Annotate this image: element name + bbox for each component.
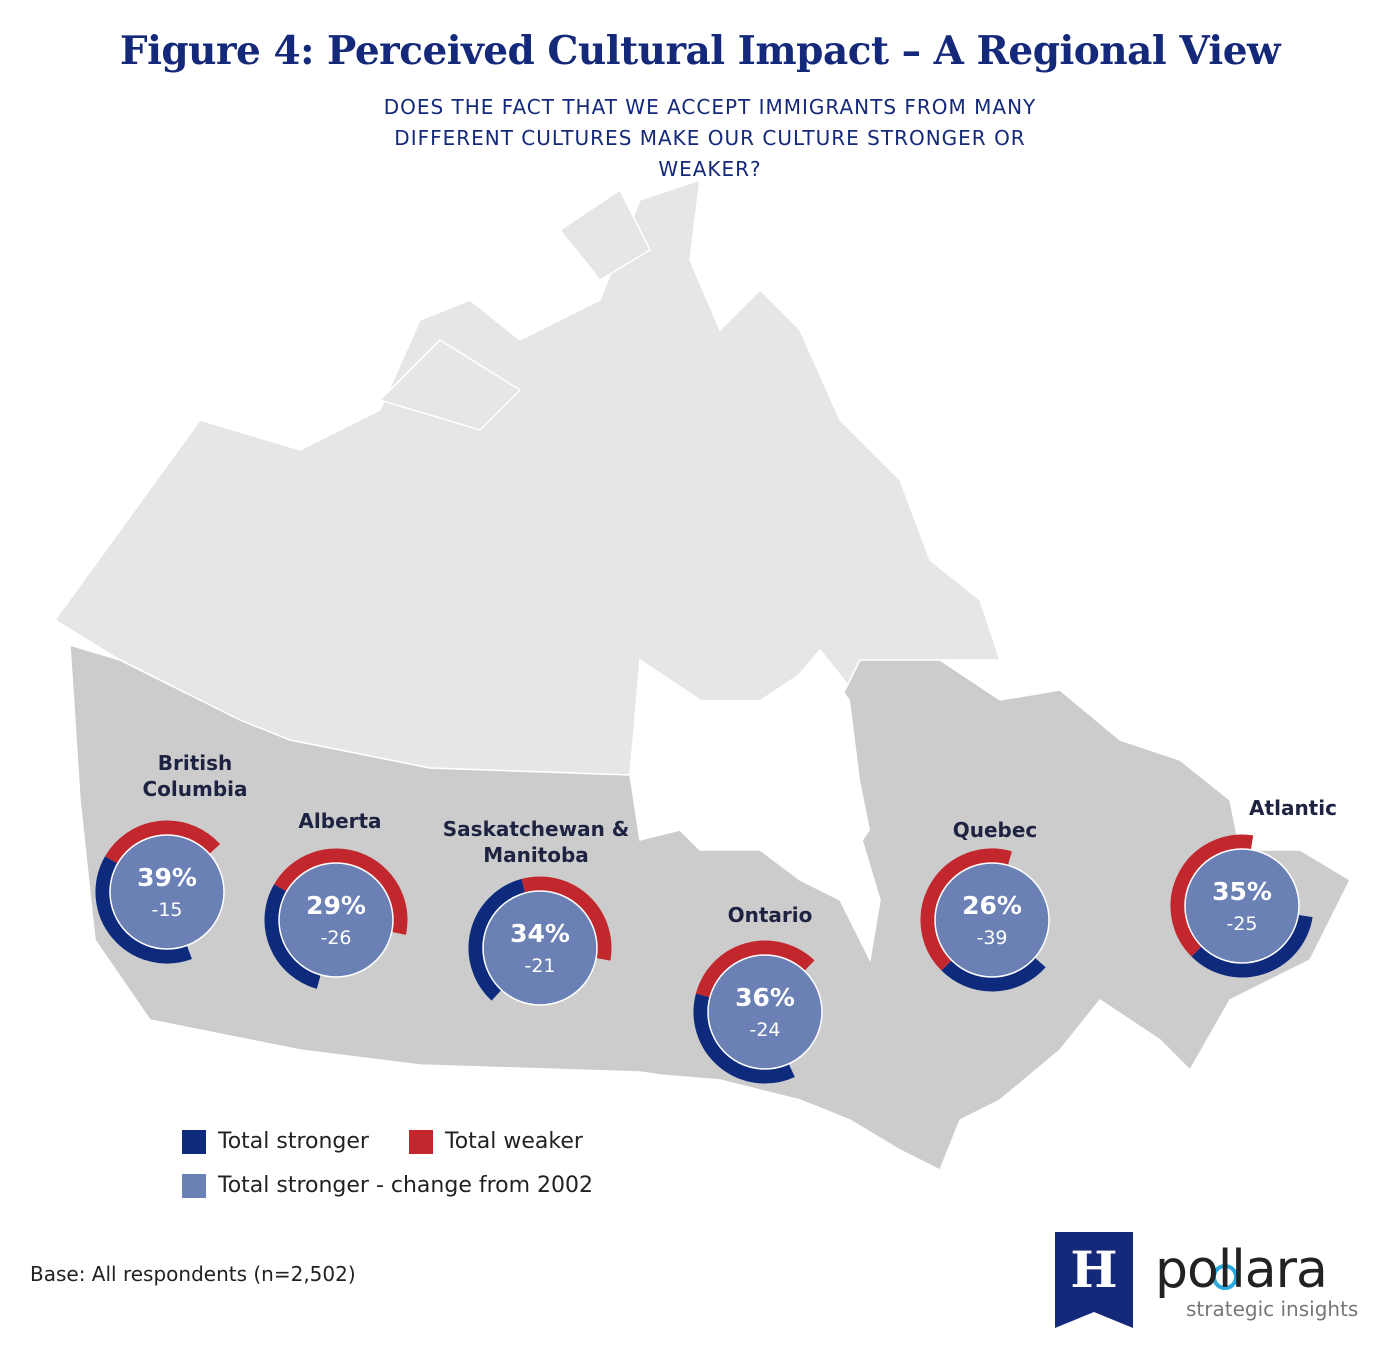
stronger-arc [468,878,527,1001]
weaker-arc [274,848,408,935]
stronger-label: 29% [306,891,366,920]
hudson-bay [630,660,870,860]
change-disk [482,890,598,1006]
logo-tagline: strategic insights [1186,1297,1359,1321]
title: Figure 4: Perceived Cultural Impact – A … [119,28,1281,74]
legend-text: Total stronger [218,1129,369,1154]
logo-banner [1055,1232,1133,1328]
stronger-arc [1191,914,1313,978]
region-label: Atlantic [1249,796,1337,820]
legend-item: Total stronger [182,1129,369,1154]
stronger-label: 35% [1212,877,1272,906]
change-disk [278,862,394,978]
legend-swatch [182,1129,206,1154]
region-label: British Columbia [142,751,248,801]
stronger-label: 36% [735,983,795,1012]
change-disk [707,954,823,1070]
weaker-arc [105,820,221,866]
stronger-arc [264,884,322,989]
stronger-arc [941,955,1046,992]
change-disk [934,862,1050,978]
subtitle: DOES THE FACT THAT WE ACCEPT IMMIGRANTS … [383,95,1037,181]
logo-ring [1212,1264,1238,1290]
stronger-label: 26% [962,891,1022,920]
region-label: Alberta [298,809,382,833]
weaker-arc [920,848,1012,971]
legend-item: Total stronger - change from 2002 [182,1173,593,1198]
change-label: -15 [151,899,182,921]
weaker-arc [521,876,612,961]
region-label: Saskatchewan & Manitoba [442,817,630,867]
logo-mark: H [1070,1240,1118,1299]
change-label: -26 [320,927,351,949]
weaker-arc [1170,834,1254,957]
change-label: -25 [1226,913,1257,935]
change-label: -21 [524,955,555,977]
stronger-arc [693,993,795,1084]
legend-text: Total weaker [445,1129,583,1154]
region-label: Quebec [952,818,1038,842]
stronger-label: 39% [137,863,197,892]
legend-swatch [182,1173,206,1198]
change-disk [1184,848,1300,964]
region-label: Ontario [727,903,813,927]
weaker-arc [695,940,815,999]
legend-item: Total weaker [409,1129,583,1154]
change-label: -39 [976,927,1007,949]
change-disk [109,834,225,950]
note: Base: All respondents (n=2,502) [30,1262,356,1286]
legend-swatch [409,1129,433,1154]
stronger-arc [95,856,192,964]
stronger-label: 34% [510,919,570,948]
territories [53,178,1002,776]
logo-name: pollara [1155,1240,1328,1300]
legend-text: Total stronger - change from 2002 [218,1173,594,1198]
change-label: -24 [749,1019,780,1041]
